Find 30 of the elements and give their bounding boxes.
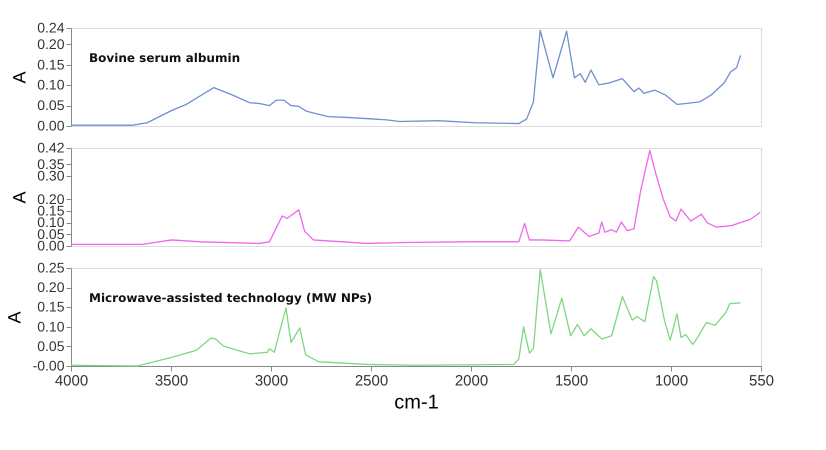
line-series [70,150,761,246]
line-series [70,30,742,126]
x-axis-title: cm-1 [394,392,439,414]
y-tick-label: 0.05 [37,338,65,354]
x-tick-label: 1500 [554,372,588,390]
x-tick-label: 550 [748,372,774,390]
y-tick-label: 0.42 [37,140,65,156]
y-tick-label: 0.25 [37,260,65,276]
x-tick-label: 2000 [454,372,488,390]
line-series [70,268,742,367]
y-tick-label: -0.00 [32,358,65,374]
y-tick-label: 0.10 [37,76,65,93]
x-tick-label: 1000 [654,372,688,390]
y-tick-label: 0.20 [37,279,65,296]
y-axis-title: A [9,71,30,84]
text: Microwave-assisted technology (MW NPs) [89,291,372,305]
y-axis-title: A [9,191,30,204]
x-tick-label: 3000 [254,372,288,390]
y-tick-label: 0.15 [37,298,65,315]
y-axis-title: A [4,311,25,324]
x-tick-label: 2500 [354,372,388,390]
y-tick-label: 0.24 [37,20,65,36]
text: Bovine serum albumin [89,51,240,65]
y-tick-label: 0.10 [37,318,65,334]
y-tick-label: 0.15 [37,56,65,72]
y-tick-label: 0.20 [37,36,65,52]
x-tick-label: 4000 [54,372,88,390]
y-tick-label: 0.00 [37,118,65,134]
x-tick-label: 3500 [154,372,188,390]
y-tick-label: 0.05 [37,97,65,114]
